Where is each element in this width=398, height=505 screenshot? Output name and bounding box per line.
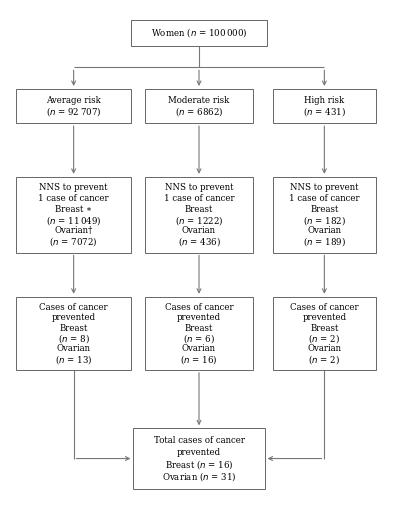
- Text: NNS to prevent: NNS to prevent: [290, 183, 359, 192]
- Text: Moderate risk: Moderate risk: [168, 96, 230, 105]
- FancyBboxPatch shape: [133, 428, 265, 489]
- Text: ($n$ = 431): ($n$ = 431): [303, 106, 346, 118]
- Text: ($n$ = 6862): ($n$ = 6862): [175, 106, 223, 118]
- Text: NNS to prevent: NNS to prevent: [165, 183, 233, 192]
- Text: ($n$ = 436): ($n$ = 436): [178, 235, 220, 248]
- Text: Breast ($n$ = 16): Breast ($n$ = 16): [165, 458, 233, 471]
- Text: 1 case of cancer: 1 case of cancer: [289, 194, 360, 203]
- Text: Breast: Breast: [310, 205, 339, 214]
- Text: prevented: prevented: [52, 313, 96, 322]
- FancyBboxPatch shape: [145, 177, 253, 252]
- Text: Ovarian: Ovarian: [307, 226, 341, 235]
- Text: Breast: Breast: [59, 324, 88, 333]
- Text: ($n$ = 6): ($n$ = 6): [183, 332, 215, 345]
- Text: Breast: Breast: [310, 324, 339, 333]
- Text: ($n$ = 7072): ($n$ = 7072): [49, 235, 98, 248]
- Text: ($n$ = 2): ($n$ = 2): [308, 332, 340, 345]
- FancyBboxPatch shape: [273, 297, 376, 370]
- Text: Breast: Breast: [185, 324, 213, 333]
- Text: prevented: prevented: [302, 313, 346, 322]
- Text: prevented: prevented: [177, 448, 221, 457]
- Text: ($n$ = 1222): ($n$ = 1222): [175, 214, 223, 227]
- Text: prevented: prevented: [177, 313, 221, 322]
- Text: ($n$ = 92 707): ($n$ = 92 707): [46, 106, 101, 118]
- Text: ($n$ = 2): ($n$ = 2): [308, 353, 340, 366]
- Text: Average risk: Average risk: [46, 96, 101, 105]
- Text: Total cases of cancer: Total cases of cancer: [154, 436, 244, 445]
- Text: Ovarian: Ovarian: [182, 344, 216, 354]
- Text: ($n$ = 189): ($n$ = 189): [303, 235, 346, 248]
- Text: Ovarian: Ovarian: [182, 226, 216, 235]
- Text: Ovarian: Ovarian: [307, 344, 341, 354]
- FancyBboxPatch shape: [273, 177, 376, 252]
- Text: Ovarian: Ovarian: [57, 344, 91, 354]
- Text: Cases of cancer: Cases of cancer: [165, 302, 233, 312]
- Text: Women ($n$ = 100 000): Women ($n$ = 100 000): [151, 26, 247, 39]
- Text: NNS to prevent: NNS to prevent: [39, 183, 108, 192]
- Text: High risk: High risk: [304, 96, 345, 105]
- Text: Breast: Breast: [185, 205, 213, 214]
- Text: ($n$ = 11 049): ($n$ = 11 049): [46, 214, 101, 227]
- Text: ($n$ = 182): ($n$ = 182): [303, 214, 346, 227]
- FancyBboxPatch shape: [16, 177, 131, 252]
- Text: 1 case of cancer: 1 case of cancer: [38, 194, 109, 203]
- Text: ($n$ = 8): ($n$ = 8): [58, 332, 90, 345]
- FancyBboxPatch shape: [145, 89, 253, 123]
- Text: Ovarian ($n$ = 31): Ovarian ($n$ = 31): [162, 470, 236, 483]
- Text: Ovarian†: Ovarian†: [55, 226, 93, 235]
- Text: ($n$ = 16): ($n$ = 16): [180, 353, 218, 366]
- Text: 1 case of cancer: 1 case of cancer: [164, 194, 234, 203]
- Text: ($n$ = 13): ($n$ = 13): [55, 353, 92, 366]
- Text: Cases of cancer: Cases of cancer: [39, 302, 108, 312]
- FancyBboxPatch shape: [273, 89, 376, 123]
- FancyBboxPatch shape: [145, 297, 253, 370]
- FancyBboxPatch shape: [16, 297, 131, 370]
- FancyBboxPatch shape: [131, 20, 267, 46]
- Text: Cases of cancer: Cases of cancer: [290, 302, 359, 312]
- Text: Breast ∗: Breast ∗: [55, 205, 92, 214]
- FancyBboxPatch shape: [16, 89, 131, 123]
